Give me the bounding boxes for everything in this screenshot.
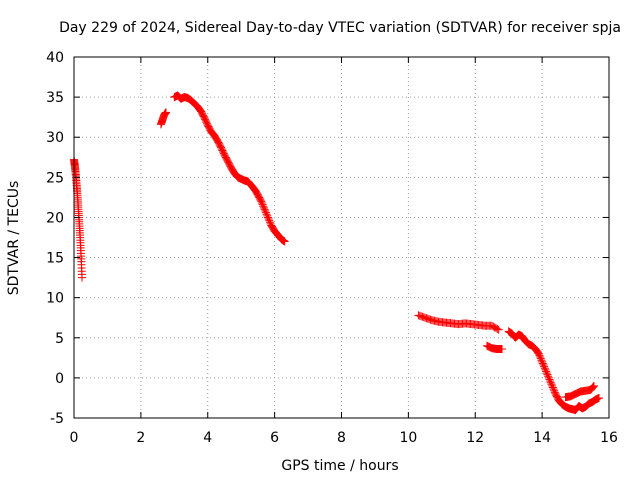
data-point bbox=[550, 386, 559, 395]
data-point bbox=[544, 372, 553, 381]
series-segment-7 bbox=[561, 381, 598, 402]
series-segment-1 bbox=[70, 155, 87, 282]
data-point bbox=[265, 218, 274, 227]
data-point bbox=[257, 199, 266, 208]
chart-title: Day 229 of 2024, Sidereal Day-to-day VTE… bbox=[59, 20, 621, 36]
data-point bbox=[161, 108, 170, 117]
y-tick-label: 5 bbox=[55, 331, 64, 347]
data-point bbox=[548, 381, 557, 390]
data-point bbox=[544, 373, 553, 382]
x-tick-label: 0 bbox=[70, 430, 79, 446]
data-point bbox=[265, 216, 274, 225]
data-point bbox=[545, 375, 554, 384]
data-point bbox=[494, 325, 503, 334]
x-axis-label: GPS time / hours bbox=[281, 458, 398, 474]
y-tick-label: 15 bbox=[46, 251, 64, 267]
data-point bbox=[534, 349, 543, 358]
data-point bbox=[536, 353, 545, 362]
data-point bbox=[535, 351, 544, 360]
x-tick-label: 8 bbox=[337, 430, 346, 446]
x-tick-label: 6 bbox=[270, 430, 279, 446]
data-point bbox=[263, 211, 272, 220]
data-point bbox=[539, 361, 548, 370]
series-segment-3 bbox=[170, 91, 289, 246]
y-tick-label: 0 bbox=[55, 371, 64, 387]
data-point bbox=[538, 357, 547, 366]
x-tick-label: 14 bbox=[533, 430, 551, 446]
y-tick-label: 20 bbox=[46, 210, 64, 226]
data-point bbox=[588, 383, 597, 392]
data-point bbox=[546, 378, 555, 387]
data-point bbox=[538, 359, 547, 368]
series-segment-4 bbox=[414, 311, 503, 334]
data-point bbox=[262, 210, 271, 219]
series-segment-5 bbox=[482, 341, 506, 354]
data-point bbox=[543, 370, 552, 379]
x-tick-labels: 0 2 4 6 8 10 12 14 16 bbox=[70, 430, 618, 446]
series-segment-6 bbox=[504, 327, 603, 414]
data-point bbox=[259, 202, 268, 211]
data-point bbox=[537, 356, 546, 365]
data-point bbox=[261, 208, 270, 217]
data-point bbox=[549, 385, 558, 394]
data-point bbox=[542, 367, 551, 376]
data-point bbox=[540, 364, 549, 373]
x-tick-label: 10 bbox=[399, 430, 417, 446]
y-axis-label: SDTVAR / TECUs bbox=[6, 181, 22, 296]
data-points bbox=[70, 91, 603, 414]
x-tick-label: 2 bbox=[136, 430, 145, 446]
y-tick-label: 35 bbox=[46, 90, 64, 106]
data-point bbox=[280, 237, 289, 246]
data-point bbox=[594, 393, 603, 402]
data-point bbox=[263, 213, 272, 222]
x-tick-label: 16 bbox=[600, 430, 618, 446]
data-point bbox=[547, 380, 556, 389]
data-point bbox=[264, 215, 273, 224]
data-point bbox=[542, 369, 551, 378]
data-point bbox=[546, 377, 555, 386]
y-tick-label: 25 bbox=[46, 170, 64, 186]
data-point bbox=[493, 324, 502, 333]
y-tick-label: 10 bbox=[46, 291, 64, 307]
data-point bbox=[533, 347, 542, 356]
data-point bbox=[258, 200, 267, 209]
data-point bbox=[541, 365, 550, 374]
axis-ticks bbox=[73, 56, 610, 419]
data-point bbox=[589, 382, 598, 391]
data-point bbox=[195, 105, 204, 114]
x-tick-label: 4 bbox=[203, 430, 212, 446]
data-point bbox=[536, 354, 545, 363]
data-point bbox=[589, 381, 598, 390]
data-point bbox=[78, 273, 87, 282]
data-point bbox=[540, 362, 549, 371]
data-point bbox=[259, 203, 268, 212]
data-point bbox=[498, 345, 506, 354]
y-tick-label: 30 bbox=[46, 130, 64, 146]
y-tick-label: 40 bbox=[46, 50, 64, 66]
data-point bbox=[260, 205, 269, 214]
x-tick-label: 12 bbox=[466, 430, 484, 446]
series-segment-2 bbox=[156, 108, 170, 129]
y-tick-labels: -5 0 5 10 15 20 25 30 35 40 bbox=[46, 50, 64, 427]
data-point bbox=[261, 207, 270, 216]
data-point bbox=[548, 383, 557, 392]
data-point bbox=[257, 197, 266, 206]
y-tick-label: -5 bbox=[50, 411, 64, 427]
grid-lines bbox=[74, 57, 609, 418]
